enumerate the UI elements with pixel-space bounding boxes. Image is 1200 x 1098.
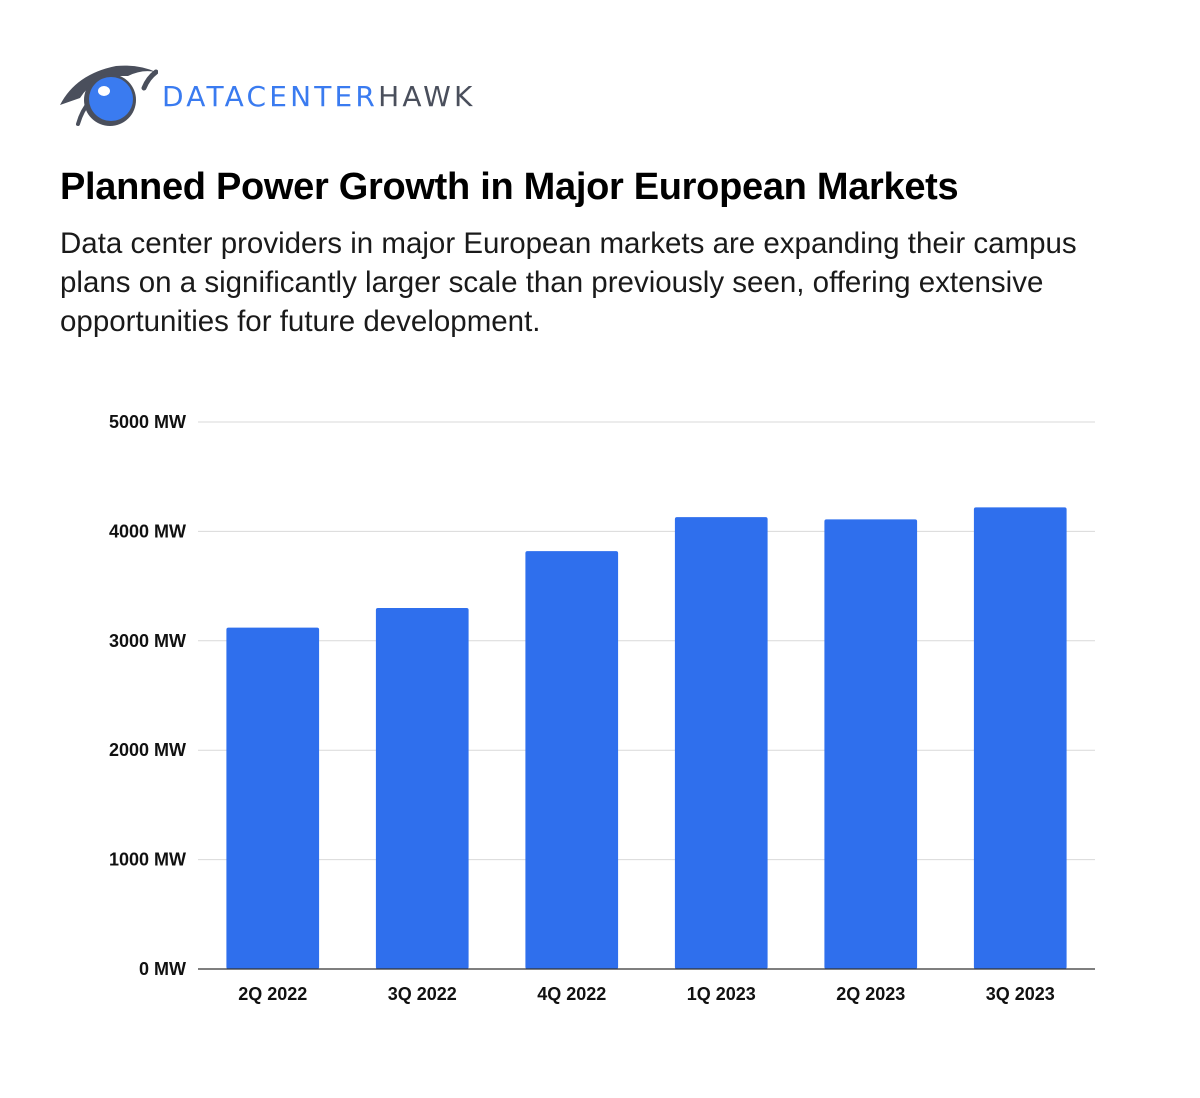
brand-logo: DATACENTERHAWK [58, 60, 508, 130]
y-tick-label: 4000 MW [109, 521, 186, 541]
x-tick-label: 3Q 2023 [986, 984, 1055, 1004]
y-tick-label: 1000 MW [109, 850, 186, 870]
y-tick-label: 3000 MW [109, 631, 186, 651]
bar [525, 551, 619, 969]
eye-logo-icon [60, 65, 158, 126]
page-title: Planned Power Growth in Major European M… [60, 166, 959, 208]
x-tick-label: 1Q 2023 [687, 984, 756, 1004]
x-tick-label: 2Q 2023 [836, 984, 905, 1004]
bar [973, 507, 1067, 969]
x-tick-label: 4Q 2022 [537, 984, 606, 1004]
bar [226, 627, 320, 969]
y-tick-label: 0 MW [139, 959, 186, 979]
brand-name-part1: DATACENTER [162, 80, 379, 113]
y-tick-label: 5000 MW [109, 412, 186, 432]
x-tick-label: 2Q 2022 [238, 984, 307, 1004]
bar [824, 519, 918, 969]
bar [674, 517, 768, 969]
y-tick-label: 2000 MW [109, 740, 186, 760]
brand-name: DATACENTERHAWK [162, 80, 476, 113]
brand-name-part2: HAWK [378, 80, 476, 113]
x-tick-label: 3Q 2022 [388, 984, 457, 1004]
page-subtitle: Data center providers in major European … [60, 227, 1077, 338]
bar [375, 607, 469, 969]
